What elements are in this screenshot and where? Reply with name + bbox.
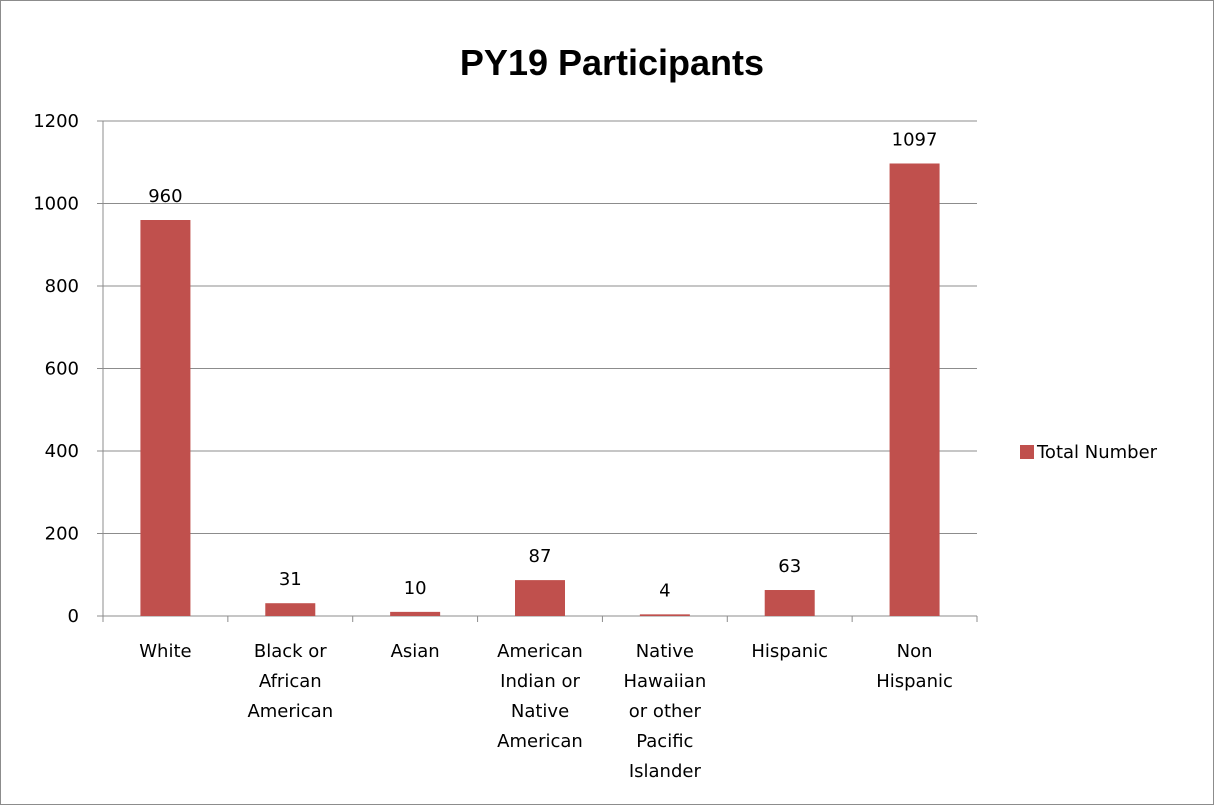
category-label-line: African	[259, 671, 322, 692]
data-label: 4	[659, 580, 670, 601]
y-tick-label: 400	[45, 441, 79, 462]
bar	[639, 614, 690, 616]
category-label: Asian	[391, 641, 440, 662]
legend: Total Number	[1020, 442, 1158, 463]
y-tick-label: 0	[68, 606, 79, 627]
bar	[764, 590, 815, 616]
category-label-line: Non	[897, 641, 933, 662]
category-label-line: Native	[511, 701, 569, 722]
category-label-line: American	[497, 731, 583, 752]
category-label-line: Pacific	[636, 731, 693, 752]
data-label: 31	[279, 569, 302, 590]
gridlines	[103, 120, 977, 534]
category-label: Black or African American	[247, 641, 333, 722]
y-tick-label: 200	[45, 524, 79, 545]
category-label: Native Hawaiian or other Pacific Islander	[623, 641, 706, 782]
bar	[515, 580, 565, 616]
y-tick-label: 1000	[33, 194, 79, 215]
category-label: Non Hispanic	[876, 641, 953, 692]
x-axis-labels: White Black or African American Asian America…	[139, 641, 953, 782]
category-label-line: Indian or	[500, 671, 580, 692]
category-label-line: Hawaiian	[623, 671, 706, 692]
bar	[265, 603, 316, 616]
data-label: 960	[148, 186, 182, 207]
bar	[140, 220, 191, 616]
category-label: White	[139, 641, 191, 662]
category-label: American Indian or Native American	[497, 641, 583, 752]
bar	[390, 611, 441, 616]
category-label-line: Islander	[629, 761, 702, 782]
y-tick-label: 1200	[33, 111, 79, 132]
category-label-line: Hispanic	[876, 671, 953, 692]
legend-label-total-number: Total Number	[1036, 442, 1158, 463]
y-tick-label: 600	[45, 359, 79, 380]
category-label-line: Hispanic	[751, 641, 828, 662]
category-label-line: American	[497, 641, 583, 662]
bar	[889, 163, 940, 617]
category-label-line: or other	[629, 701, 702, 722]
category-label-line: Black or	[254, 641, 327, 662]
data-labels: 960 31 10 87 4 63 1097	[148, 129, 937, 601]
category-label-line: White	[139, 641, 191, 662]
data-label: 1097	[892, 129, 938, 150]
data-label: 10	[404, 578, 427, 599]
category-label-line: American	[247, 701, 333, 722]
data-label: 87	[529, 546, 552, 567]
chart-title: PY19 Participants	[460, 42, 764, 83]
category-label: Hispanic	[751, 641, 828, 662]
y-tick-label: 800	[45, 276, 79, 297]
y-axis-ticks: 0 200 400 600 800 1000 1200	[33, 111, 103, 627]
category-label-line: Native	[636, 641, 694, 662]
legend-swatch-total-number	[1020, 445, 1034, 459]
bars	[140, 163, 940, 617]
data-label: 63	[778, 556, 801, 577]
category-label-line: Asian	[391, 641, 440, 662]
